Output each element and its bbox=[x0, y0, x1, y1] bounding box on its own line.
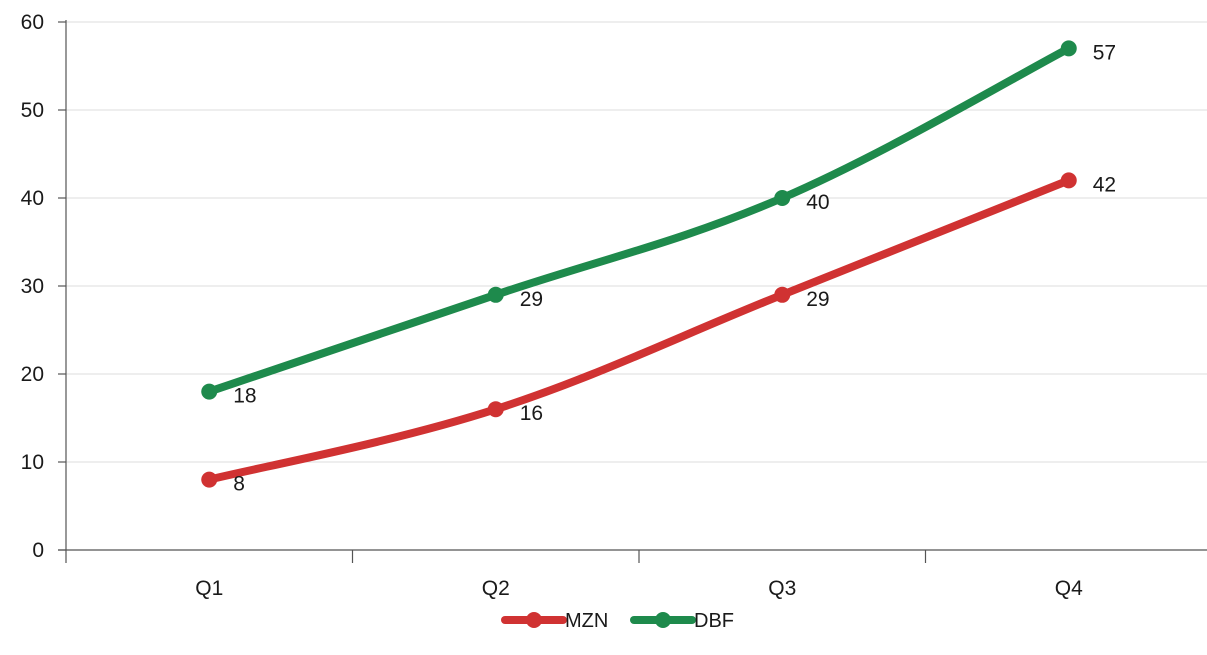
data-point-dbf bbox=[201, 383, 218, 400]
x-tick-label: Q1 bbox=[195, 577, 223, 600]
y-tick-label: 40 bbox=[21, 187, 44, 210]
data-point-mzn bbox=[487, 401, 504, 418]
data-point-dbf bbox=[774, 190, 791, 206]
legend-marker-mzn bbox=[526, 612, 542, 628]
y-tick-label: 10 bbox=[21, 451, 44, 474]
data-point-dbf bbox=[1060, 40, 1077, 57]
data-point-dbf bbox=[487, 286, 504, 303]
series-line-mzn bbox=[205, 176, 1073, 484]
data-label-mzn: 42 bbox=[1093, 173, 1116, 196]
data-point-mzn bbox=[1060, 172, 1077, 189]
series-line-dbf bbox=[205, 44, 1073, 396]
x-tick-label: Q3 bbox=[768, 577, 796, 600]
y-tick-label: 60 bbox=[21, 11, 44, 34]
data-point-mzn bbox=[201, 471, 218, 488]
data-label-mzn: 8 bbox=[233, 473, 245, 496]
data-label-mzn: 29 bbox=[806, 288, 829, 311]
y-tick-label: 30 bbox=[21, 275, 44, 298]
data-label-dbf: 40 bbox=[806, 191, 829, 214]
data-label-dbf: 18 bbox=[233, 385, 256, 408]
y-tick-label: 0 bbox=[32, 539, 44, 562]
axes bbox=[58, 20, 1207, 563]
data-label-dbf: 57 bbox=[1093, 41, 1116, 64]
legend-label-dbf: DBF bbox=[694, 610, 734, 632]
legend-label-mzn: MZN bbox=[565, 610, 608, 632]
x-tick-labels: Q1 Q2 Q3 Q4 bbox=[195, 577, 1083, 600]
y-tick-label: 20 bbox=[21, 363, 44, 386]
data-label-dbf: 29 bbox=[520, 288, 543, 311]
x-tick-label: Q2 bbox=[482, 577, 510, 600]
legend: MZN DBF bbox=[501, 610, 734, 632]
data-point-mzn bbox=[774, 286, 791, 303]
data-label-mzn: 16 bbox=[520, 402, 543, 425]
x-tick-label: Q4 bbox=[1055, 577, 1083, 600]
y-tick-labels: 0 10 20 30 40 50 60 bbox=[21, 11, 44, 562]
y-tick-label: 50 bbox=[21, 99, 44, 122]
legend-marker-dbf bbox=[655, 612, 671, 628]
series-group: 8 16 29 42 18 29 40 57 bbox=[201, 40, 1116, 496]
